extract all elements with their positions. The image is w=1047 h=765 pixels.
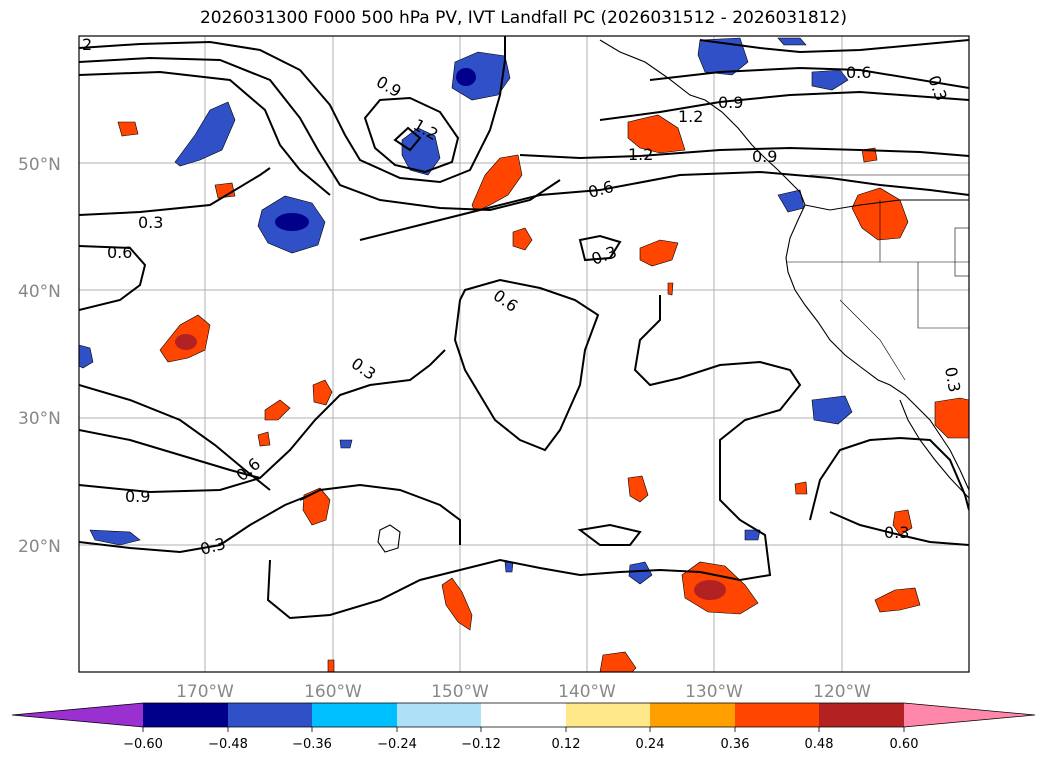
contour-label: 0.3 [884, 523, 909, 542]
colorbar-tick-label: 0.36 [721, 737, 750, 752]
negative-pc-patches [79, 37, 853, 585]
contour-label: 2 [82, 35, 92, 54]
positive-pc-patches [117, 114, 969, 672]
colorbar: −0.60 −0.48 −0.36 −0.24 −0.12 0.12 0.24 … [11, 702, 1036, 752]
map-title: 2026031300 F000 500 hPa PV, IVT Landfall… [199, 8, 847, 28]
contour-label: 1.2 [678, 107, 703, 126]
colorbar-extend-max [904, 703, 1035, 727]
latitude-labels: 50°N 40°N 30°N 20°N [18, 155, 61, 557]
colorbar-segment [650, 703, 735, 727]
colorbar-segment [228, 703, 312, 727]
colorbar-tick-label: 0.60 [890, 737, 919, 752]
contour-label: 0.9 [125, 487, 150, 506]
colorbar-tick-label: −0.12 [461, 737, 501, 752]
contour-label: 0.6 [107, 243, 132, 262]
lat-label-20n: 20°N [18, 537, 61, 557]
colorbar-tick-label: 0.24 [636, 737, 665, 752]
lon-label-150w: 150°W [431, 682, 489, 702]
lat-label-40n: 40°N [18, 282, 61, 302]
longitude-labels: 170°W 160°W 150°W 140°W 130°W 120°W [176, 682, 871, 702]
colorbar-extend-min [12, 703, 143, 727]
colorbar-segment [481, 703, 566, 727]
lat-label-50n: 50°N [18, 155, 61, 175]
colorbar-tick-label: −0.36 [292, 737, 332, 752]
pv-contours [79, 36, 969, 620]
colorbar-segment [397, 703, 481, 727]
lat-label-30n: 30°N [18, 409, 61, 429]
colorbar-tick-label: 0.12 [552, 737, 581, 752]
contour-label: 0.9 [718, 93, 743, 112]
colorbar-segment [566, 703, 650, 727]
contour-label: 0.3 [138, 213, 163, 232]
contour-label: 1.2 [628, 145, 653, 164]
lon-label-170w: 170°W [176, 682, 234, 702]
contour-label: 0.9 [752, 147, 777, 166]
colorbar-segment [819, 703, 904, 727]
contour-label: 0.3 [941, 365, 964, 393]
map-background [79, 36, 969, 672]
colorbar-tick-label: 0.48 [805, 737, 834, 752]
lon-label-140w: 140°W [558, 682, 616, 702]
lon-label-130w: 130°W [685, 682, 743, 702]
colorbar-segment [143, 703, 228, 727]
colorbar-tick-label: −0.24 [377, 737, 417, 752]
lon-label-120w: 120°W [813, 682, 871, 702]
political-borders [786, 174, 969, 381]
lon-label-160w: 160°W [304, 682, 362, 702]
colorbar-tick-label: −0.60 [123, 737, 163, 752]
contour-label: 0.6 [846, 63, 871, 82]
map-frame [78, 35, 970, 673]
colorbar-segment [735, 703, 819, 727]
colorbar-tick-label: −0.48 [208, 737, 248, 752]
colorbar-segment [312, 703, 397, 727]
